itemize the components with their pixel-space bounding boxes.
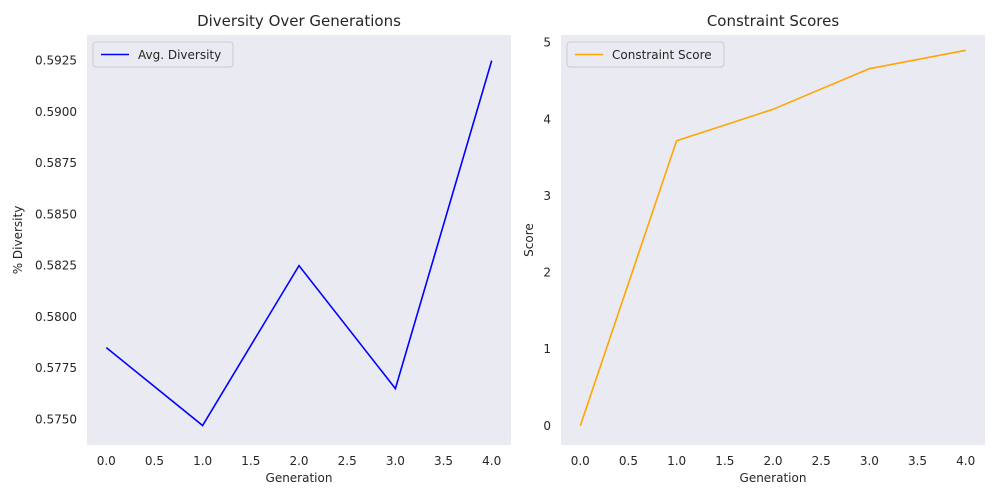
y-tick-label: 0.5775 [35, 361, 77, 375]
x-tick-label: 4.0 [482, 454, 501, 468]
x-axis-label: Generation [740, 471, 807, 485]
chart-title: Diversity Over Generations [197, 12, 401, 30]
data-point [772, 108, 774, 110]
x-tick-label: 3.5 [434, 454, 453, 468]
x-tick-label: 1.0 [193, 454, 212, 468]
x-tick-label: 1.5 [715, 454, 734, 468]
x-tick-label: 3.5 [908, 454, 927, 468]
y-axis-label: Score [522, 223, 536, 257]
x-axis-label: Generation [266, 471, 333, 485]
chart-panel-2: Constraint Scores 0.0 0.5 1.0 1.5 2.0 2.5 3.0 3.… [522, 12, 985, 485]
x-tick-label: 1.5 [241, 454, 260, 468]
x-tick-label: 2.0 [289, 454, 308, 468]
data-point [491, 59, 493, 61]
y-tick-label: 0.5900 [35, 105, 77, 119]
plot-area [87, 35, 511, 445]
legend-label: Constraint Score [612, 48, 712, 62]
chart-panel-1: Diversity Over Generations 0.0 0.5 1.0 1.5 2.… [11, 12, 511, 485]
y-tick-label: 0 [543, 419, 551, 433]
x-tick-label: 0.5 [619, 454, 638, 468]
legend: Constraint Score [566, 41, 725, 68]
y-tick-label: 0.5925 [35, 54, 77, 68]
data-point [105, 346, 107, 348]
legend-label: Avg. Diversity [138, 48, 221, 62]
data-point [394, 387, 396, 389]
x-tick-label: 2.5 [338, 454, 357, 468]
x-tick-label: 1.0 [667, 454, 686, 468]
chart-title: Constraint Scores [707, 12, 840, 30]
x-tick-label: 0.0 [97, 454, 116, 468]
data-point [298, 264, 300, 266]
x-tick-label: 3.0 [860, 454, 879, 468]
y-tick-label: 4 [543, 112, 551, 126]
x-tick-label: 4.0 [956, 454, 975, 468]
y-tick-label: 0.5800 [35, 310, 77, 324]
data-point [965, 49, 967, 51]
y-tick-label: 0.5825 [35, 259, 77, 273]
series-line [105, 60, 493, 427]
x-tick-label: 2.5 [812, 454, 831, 468]
data-point [201, 424, 203, 426]
legend: Avg. Diversity [92, 41, 234, 68]
y-tick-label: 3 [543, 189, 551, 203]
data-point [868, 68, 870, 70]
series-line [579, 49, 966, 427]
y-tick-label: 5 [543, 36, 551, 50]
data-point [675, 140, 677, 142]
x-tick-label: 0.5 [145, 454, 164, 468]
y-tick-label: 0.5750 [35, 412, 77, 426]
legend-box [92, 41, 234, 68]
x-tick-label: 2.0 [763, 454, 782, 468]
data-point [579, 425, 581, 427]
y-tick-label: 1 [543, 342, 551, 356]
x-tick-label: 3.0 [386, 454, 405, 468]
y-axis-label: % Diversity [11, 206, 25, 275]
x-tick-label: 0.0 [571, 454, 590, 468]
y-tick-label: 0.5850 [35, 207, 77, 221]
legend-box [566, 41, 725, 68]
y-tick-label: 2 [543, 266, 551, 280]
y-tick-label: 0.5875 [35, 156, 77, 170]
plot-area [561, 35, 985, 445]
